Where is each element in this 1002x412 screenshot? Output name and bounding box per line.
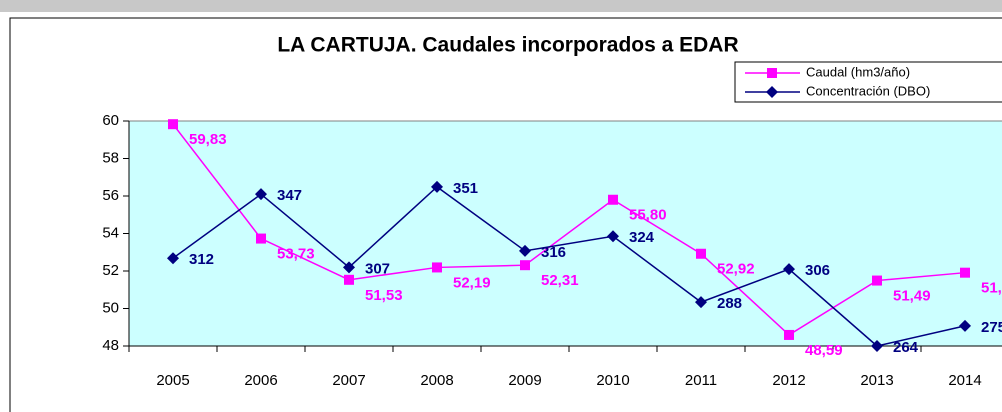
point [343, 261, 355, 274]
data-label: 288 [717, 295, 742, 312]
point [960, 267, 970, 278]
data-label: 55,80 [629, 207, 667, 224]
data-label: 347 [277, 187, 302, 204]
point [255, 188, 267, 201]
data-label: 52,92 [717, 261, 755, 278]
data-label: 312 [189, 251, 214, 268]
data-label: 52,31 [541, 272, 579, 289]
point [872, 275, 882, 286]
data-label: 306 [805, 262, 830, 279]
data-label: 316 [541, 244, 566, 261]
point [520, 260, 530, 271]
data-label: 48,59 [805, 342, 843, 359]
x-tick-label: 2008 [420, 372, 453, 389]
point [607, 230, 619, 243]
legend-label: Concentración (DBO) [806, 83, 930, 98]
x-tick-label: 2012 [772, 372, 805, 389]
data-label: 52,19 [453, 274, 491, 291]
x-tick-label: 2014 [948, 372, 981, 389]
legend-box [734, 61, 1002, 103]
point [344, 274, 354, 285]
x-tick-label: 2010 [596, 372, 629, 389]
data-label: 51,49 [893, 288, 931, 305]
data-label: 324 [629, 229, 655, 246]
y-tick-label: 52 [102, 262, 119, 279]
y-tick-label: 56 [102, 187, 119, 204]
x-tick-label: 2011 [685, 372, 717, 389]
point [256, 233, 266, 244]
data-label: 59,83 [189, 131, 227, 148]
x-tick-label: 2007 [332, 372, 365, 389]
x-tick-label: 2006 [244, 372, 277, 389]
point [784, 329, 794, 340]
data-label: 51,53 [365, 287, 403, 304]
point [608, 194, 618, 205]
chart-title: LA CARTUJA. Caudales incorporados a EDAR [277, 34, 738, 57]
plot-area [128, 120, 1002, 347]
data-label: 264 [893, 339, 919, 356]
y-tick-label: 60 [102, 112, 119, 129]
point [871, 340, 883, 352]
y-tick-label: 50 [102, 299, 119, 316]
point [766, 86, 778, 98]
point [168, 119, 178, 130]
y-tick-label: 58 [102, 149, 119, 166]
point [695, 296, 707, 309]
window-bar [0, 0, 1002, 12]
x-tick-label: 2005 [156, 372, 189, 389]
point [783, 263, 795, 276]
data-label: 351 [453, 180, 478, 197]
legend-label: Caudal (hm3/año) [806, 64, 910, 79]
x-tick-label: 2009 [508, 372, 541, 389]
point [767, 68, 777, 78]
data-label: 53,73 [277, 246, 315, 263]
data-label: 275 [981, 319, 1002, 336]
y-tick-label: 54 [102, 224, 119, 241]
point [696, 248, 706, 259]
series-line [172, 185, 966, 347]
point [959, 319, 971, 332]
point [432, 262, 442, 273]
x-tick-label: 2013 [860, 372, 893, 389]
data-label: 51,91 [981, 280, 1002, 297]
point [431, 180, 443, 193]
point [167, 252, 179, 265]
point [519, 244, 531, 257]
y-tick-label: 48 [102, 337, 119, 354]
data-label: 307 [365, 260, 390, 277]
